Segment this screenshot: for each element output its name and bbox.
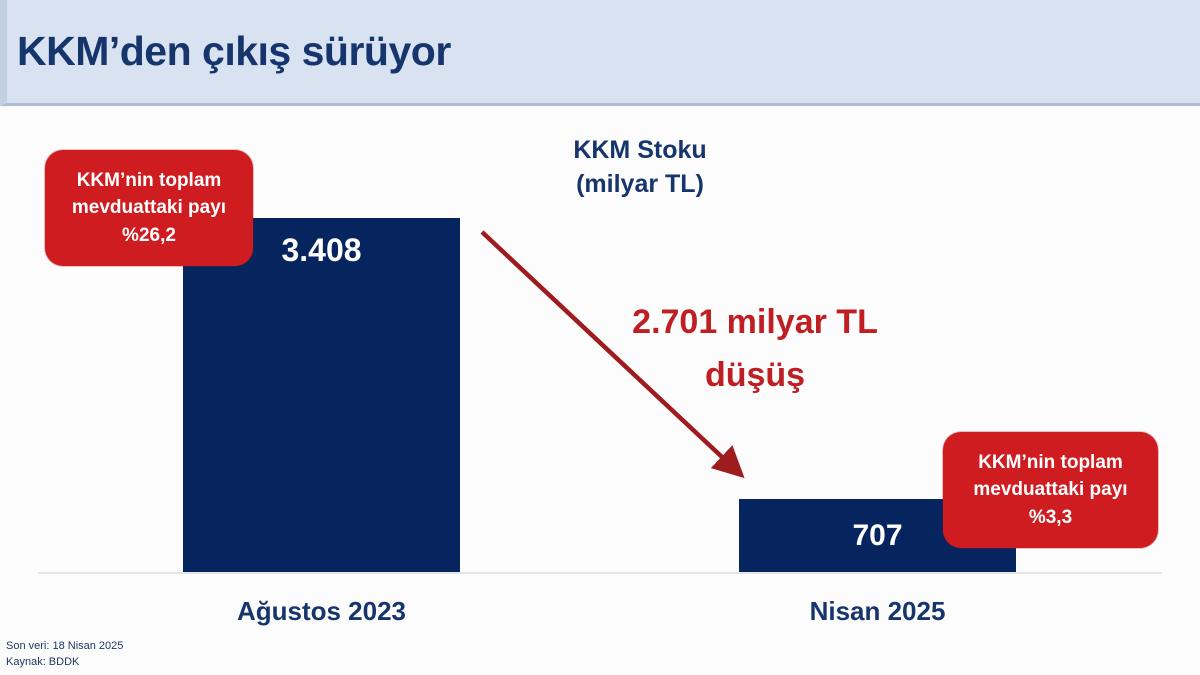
x-label-august-2023: Ağustos 2023 [236, 596, 407, 626]
chart-title: KKM Stoku (milyar TL) [573, 136, 707, 198]
footnote: Son veri: 18 Nisan 2025 Kaynak: BDDK [6, 639, 123, 671]
drop-annotation: 2.701 milyar TL düşüş [632, 303, 878, 394]
footnote-last-data: Son veri: 18 Nisan 2025 [6, 640, 124, 652]
footnote-source: Kaynak: BDDK [6, 655, 80, 668]
page-title: KKM’den çıkış sürüyor [17, 28, 451, 74]
x-label-april-2025: Nisan 2025 [809, 596, 946, 626]
callout-share-august-2023: KKM’nin toplam mevduattaki payı %26,2 [45, 150, 253, 266]
callout-share-april-2025: KKM’nin toplam mevduattaki payı %3,3 [943, 432, 1158, 548]
x-axis-line [38, 572, 1162, 574]
bar-value-april-2025: 707 [852, 519, 903, 552]
bar-august-2023: 3.408 [183, 218, 460, 573]
slide-header: KKM’den çıkış sürüyor [0, 0, 1200, 106]
bar-value-august-2023: 3.408 [281, 232, 362, 268]
